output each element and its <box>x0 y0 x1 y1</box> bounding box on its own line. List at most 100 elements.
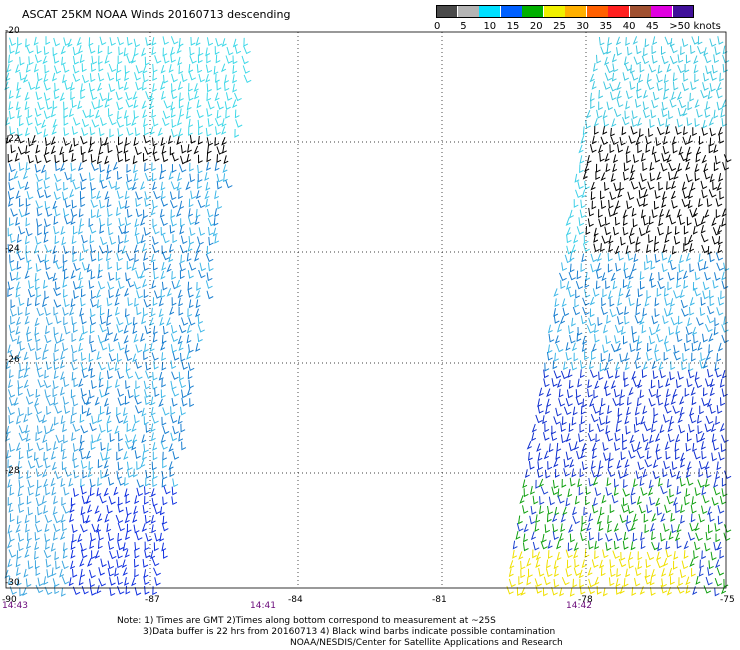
wind-barb <box>614 335 621 344</box>
wind-barb <box>79 191 85 200</box>
wind-barb <box>640 416 646 425</box>
wind-barb <box>80 450 87 460</box>
wind-barb <box>90 441 96 451</box>
wind-barb <box>9 333 17 342</box>
wind-barb <box>599 506 605 516</box>
wind-barb <box>81 74 90 84</box>
wind-barb <box>719 495 727 505</box>
wind-barb <box>159 170 165 180</box>
wind-barb <box>573 550 579 559</box>
wind-barb <box>188 262 197 271</box>
wind-barb <box>62 423 67 433</box>
wind-barb <box>188 198 194 208</box>
wind-barb <box>89 540 95 550</box>
wind-barb <box>610 127 615 137</box>
wind-barb <box>545 568 553 578</box>
wind-barb <box>556 540 562 550</box>
wind-barb <box>73 378 79 388</box>
wind-barb <box>635 243 641 253</box>
wind-barb <box>711 497 719 506</box>
wind-barb <box>53 335 61 344</box>
wind-barb <box>622 209 628 219</box>
wind-barb <box>587 433 596 442</box>
wind-barb <box>99 163 105 173</box>
wind-barb <box>97 513 103 523</box>
wind-barb <box>133 244 139 254</box>
wind-barb <box>554 506 560 516</box>
wind-barb <box>592 288 600 297</box>
wind-barb <box>657 396 664 406</box>
wind-barb <box>653 407 659 417</box>
wind-barb <box>53 191 61 201</box>
wind-barb <box>594 126 599 135</box>
wind-barb <box>635 567 642 577</box>
wind-barb <box>562 506 568 516</box>
wind-barb <box>631 72 639 81</box>
wind-barb <box>548 443 554 453</box>
wind-barb <box>33 36 39 46</box>
wind-barb <box>703 585 712 594</box>
wind-barb <box>104 513 110 523</box>
wind-barb <box>115 91 123 101</box>
wind-barb <box>672 388 678 398</box>
wind-barb <box>72 281 80 290</box>
wind-barb <box>141 47 147 57</box>
wind-barb <box>160 217 168 227</box>
wind-barb <box>52 47 58 57</box>
wind-barb <box>82 109 91 119</box>
wind-barb <box>107 261 113 270</box>
wind-barb <box>631 263 637 272</box>
wind-barb <box>605 542 612 551</box>
wind-barb <box>44 533 51 543</box>
wind-barb <box>44 425 51 435</box>
wind-barb <box>62 307 69 316</box>
wind-barb <box>606 101 613 111</box>
wind-barb <box>25 326 31 336</box>
wind-barb <box>188 344 194 353</box>
wind-barb <box>62 396 69 406</box>
wind-barb <box>144 486 150 496</box>
wind-barb <box>589 73 595 83</box>
wind-barb <box>651 531 656 541</box>
wind-barb <box>580 415 586 425</box>
wind-barb <box>674 442 680 452</box>
wind-barb <box>116 559 123 569</box>
wind-barb <box>594 334 600 343</box>
wind-barb <box>197 315 204 325</box>
wind-barb <box>660 584 668 594</box>
wind-barb <box>188 317 196 326</box>
wind-barb <box>143 299 152 308</box>
wind-barb <box>651 315 659 325</box>
wind-barb <box>560 370 569 380</box>
wind-barb <box>89 225 97 234</box>
wind-barb <box>639 477 645 487</box>
wind-barb <box>636 117 643 127</box>
wind-barb <box>152 145 158 155</box>
wind-barb <box>71 153 77 163</box>
wind-barb <box>116 407 121 416</box>
wind-barb <box>650 423 656 433</box>
wind-barb <box>640 487 648 496</box>
wind-barb <box>571 416 577 426</box>
wind-barb <box>100 442 106 451</box>
wind-barb <box>55 260 63 270</box>
wind-barb <box>569 263 575 273</box>
wind-barb <box>579 209 587 219</box>
wind-barb <box>585 486 591 495</box>
wind-barb <box>97 72 105 82</box>
wind-barb <box>116 101 124 111</box>
wind-barb <box>571 468 577 478</box>
wind-barb <box>593 243 600 253</box>
wind-barb <box>568 442 576 452</box>
wind-barb <box>222 164 228 173</box>
wind-barb <box>104 191 110 200</box>
wind-barb <box>646 73 652 83</box>
wind-barb <box>43 234 49 243</box>
wind-barb <box>124 514 130 524</box>
wind-barb <box>592 497 598 507</box>
wind-barb <box>8 415 14 424</box>
wind-barb <box>45 361 52 370</box>
wind-barb <box>623 262 629 272</box>
wind-barb <box>160 137 166 147</box>
wind-barb <box>716 353 722 362</box>
